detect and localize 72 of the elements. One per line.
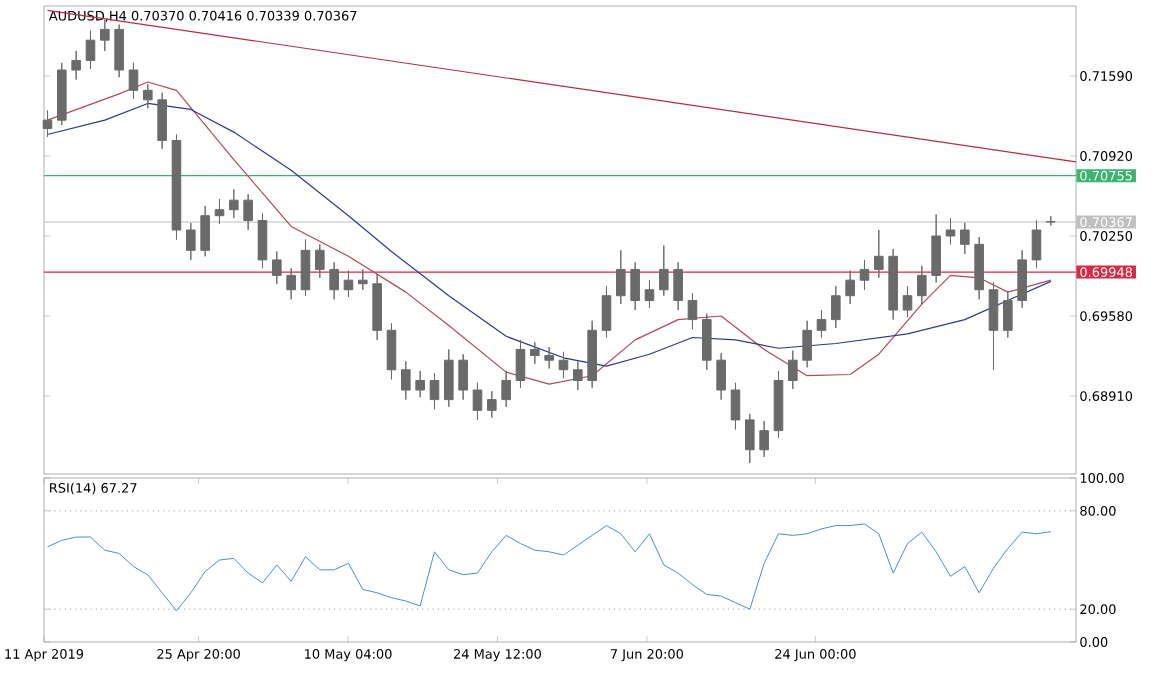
candlestick <box>587 320 597 389</box>
candlestick <box>372 273 382 341</box>
candlestick <box>716 352 726 401</box>
candlestick <box>186 222 196 261</box>
candlestick <box>501 370 511 408</box>
candlestick <box>945 217 956 245</box>
candlestick <box>229 188 239 219</box>
candlestick <box>888 248 898 321</box>
candlestick <box>515 339 526 389</box>
candlestick <box>214 198 225 225</box>
candlestick <box>401 360 411 401</box>
candlestick <box>931 214 941 284</box>
candlestick <box>85 30 96 70</box>
candlestick <box>343 270 354 298</box>
candlestick <box>902 285 913 318</box>
line-series <box>46 523 1052 612</box>
candlestick <box>673 261 683 311</box>
candlestick <box>644 279 655 309</box>
candlestick <box>315 243 325 279</box>
candlestick <box>42 110 53 138</box>
candlestick <box>874 229 884 279</box>
candlestick <box>1031 219 1042 269</box>
candlestick <box>974 236 984 300</box>
candlestick <box>358 268 368 291</box>
candlestick <box>573 360 583 391</box>
candlestick <box>859 259 870 291</box>
candlestick <box>286 267 296 300</box>
candlestick <box>759 420 769 458</box>
candlestick <box>831 285 841 329</box>
candlestick <box>200 205 210 257</box>
candlestick <box>415 370 425 398</box>
candlestick <box>128 62 139 100</box>
candlestick <box>816 309 827 338</box>
candlestick <box>57 62 67 126</box>
candlestick <box>802 320 812 368</box>
candlestick <box>530 341 540 365</box>
candlestick <box>1046 215 1056 226</box>
candlestick <box>429 372 440 410</box>
candlestick <box>773 370 784 439</box>
candlestick <box>788 350 798 390</box>
candlestick <box>257 212 268 269</box>
candlestick <box>745 413 755 464</box>
candlestick <box>1003 290 1013 338</box>
candlestick <box>100 19 110 52</box>
candlestick <box>114 24 124 78</box>
candlestick <box>702 313 712 371</box>
candlestick <box>472 382 483 421</box>
candlestick <box>730 382 741 430</box>
candlestick <box>845 270 855 305</box>
candlestick <box>630 261 640 311</box>
candlestick <box>71 50 81 81</box>
candlestick <box>544 346 554 370</box>
candlestick <box>143 83 153 109</box>
candlestick <box>157 92 167 150</box>
candlestick <box>243 193 253 231</box>
candlestick <box>988 282 999 371</box>
candlestick <box>329 261 339 300</box>
candlestick <box>444 348 454 408</box>
candlestick <box>616 249 626 305</box>
candlestick <box>687 292 698 330</box>
candlestick <box>386 322 397 380</box>
candlestick <box>601 285 612 338</box>
candlestick <box>300 239 311 297</box>
candlestick <box>659 245 669 297</box>
candlestick <box>558 351 569 379</box>
candlestick <box>171 133 182 241</box>
candlestick <box>487 390 497 419</box>
candlestick <box>1017 249 1027 309</box>
candlestick <box>272 251 282 285</box>
candlestick <box>960 222 970 255</box>
candlestick <box>917 265 927 305</box>
candlestick <box>458 353 468 401</box>
